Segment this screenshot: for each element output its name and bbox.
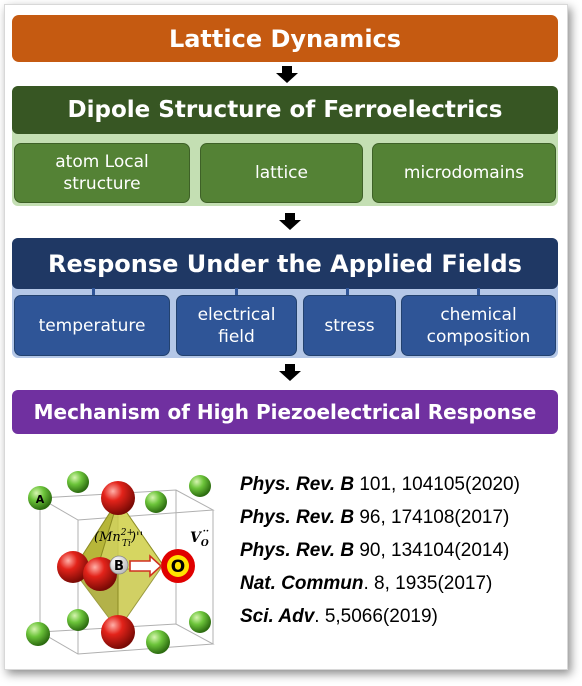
dipole-item-microdomains: microdomains <box>372 143 556 203</box>
reference-item: Phys. Rev. B 101, 104105(2020) <box>240 474 520 495</box>
dipole-item-atom-local-structure: atom Local structure <box>14 143 190 203</box>
reference-item: Nat. Commun. 8, 1935(2017) <box>240 573 493 594</box>
dipole-item-lattice: lattice <box>200 143 363 203</box>
response-item-stress: stress <box>303 295 396 356</box>
dipole-structure-title: Dipole Structure of Ferroelectrics <box>67 97 503 123</box>
mechanism-title: Mechanism of High Piezoelectrical Respon… <box>33 400 537 424</box>
reference-item: Phys. Rev. B 96, 174108(2017) <box>240 507 510 528</box>
response-item-electrical-field: electrical field <box>176 295 297 356</box>
reference-item: Phys. Rev. B 90, 134104(2014) <box>240 540 510 561</box>
perovskite-structure-illustration: O B A (Mn2+ Ti)'' VO·· <box>26 471 215 655</box>
response-box: Response Under the Applied Fields <box>12 238 558 289</box>
response-title: Response Under the Applied Fields <box>48 249 522 278</box>
dipole-structure-box: Dipole Structure of Ferroelectrics <box>12 86 558 134</box>
lattice-dynamics-box: Lattice Dynamics <box>12 15 558 62</box>
response-item-chemical-composition: chemical composition <box>401 295 556 356</box>
mechanism-box: Mechanism of High Piezoelectrical Respon… <box>12 390 558 434</box>
oxygen-vacancy-label: O <box>171 557 185 577</box>
a-site-label: A <box>36 493 45 506</box>
response-item-temperature: temperature <box>14 295 170 356</box>
reference-list: Phys. Rev. B 101, 104105(2020) Phys. Rev… <box>240 472 560 637</box>
reference-item: Sci. Adv. 5,5066(2019) <box>240 606 438 627</box>
vacancy-label: VO·· <box>190 527 209 549</box>
lattice-dynamics-title: Lattice Dynamics <box>168 24 402 53</box>
b-site-label: B <box>114 559 124 574</box>
mn-defect-label: (Mn2+ Ti)'' <box>94 528 143 549</box>
